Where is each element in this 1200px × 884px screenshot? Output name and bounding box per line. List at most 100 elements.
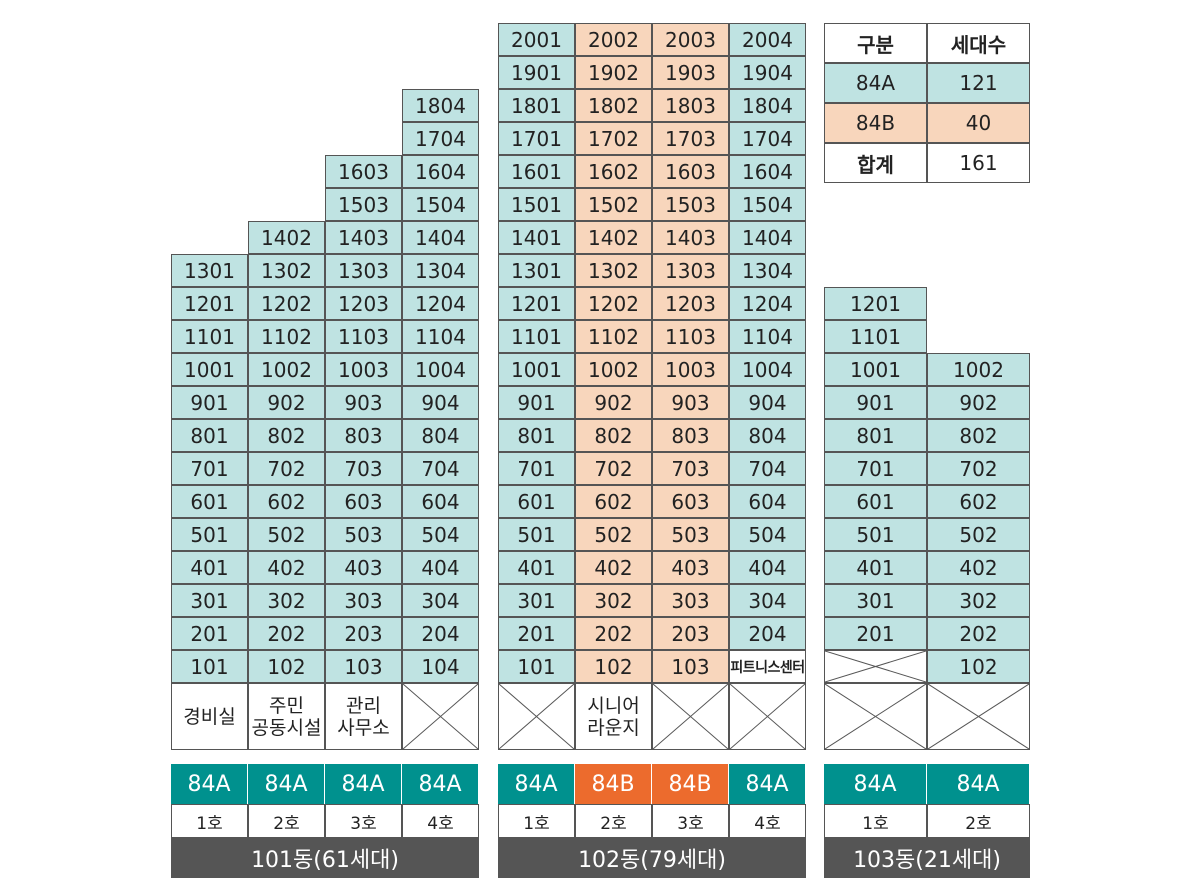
- unit-cell: 403: [652, 551, 729, 584]
- empty-facility-cell: [652, 683, 729, 750]
- unit-cell: 203: [325, 617, 402, 650]
- unit-cell: 401: [171, 551, 248, 584]
- legend-header: 세대수: [927, 23, 1030, 63]
- unit-cell: 1001: [824, 353, 927, 386]
- unit-cell: 1302: [248, 254, 325, 287]
- unit-cell: 803: [652, 419, 729, 452]
- unit-cell: 403: [325, 551, 402, 584]
- legend-type: 84B: [824, 103, 927, 143]
- unit-cell: 1504: [729, 188, 806, 221]
- facility-cell: 경비실: [171, 683, 248, 750]
- unit-cell: 702: [927, 452, 1030, 485]
- unit-cell: 402: [248, 551, 325, 584]
- unit-cell: 1002: [575, 353, 652, 386]
- unit-cell: 203: [652, 617, 729, 650]
- empty-unit-cell: [824, 650, 927, 683]
- unit-cell: 1702: [575, 122, 652, 155]
- unit-cell: 1104: [729, 320, 806, 353]
- unit-cell: 901: [171, 386, 248, 419]
- legend-count: 121: [927, 63, 1030, 103]
- unit-cell: 304: [729, 584, 806, 617]
- unit-cell: 801: [824, 419, 927, 452]
- unit-cell: 401: [498, 551, 575, 584]
- unit-cell: 201: [171, 617, 248, 650]
- unit-type-label: 84B: [652, 764, 729, 804]
- unit-cell: 1301: [498, 254, 575, 287]
- unit-cell: 103: [325, 650, 402, 683]
- unit-cell: 1003: [325, 353, 402, 386]
- unit-cell: 1903: [652, 56, 729, 89]
- unit-cell: 1203: [325, 287, 402, 320]
- unit-cell: 102: [248, 650, 325, 683]
- unit-cell: 1404: [729, 221, 806, 254]
- unit-cell: 1601: [498, 155, 575, 188]
- legend-count: 40: [927, 103, 1030, 143]
- unit-cell: 204: [729, 617, 806, 650]
- line-number-label: 1호: [824, 804, 927, 838]
- unit-cell: 902: [927, 386, 1030, 419]
- unit-cell: 1503: [652, 188, 729, 221]
- line-number-label: 2호: [927, 804, 1030, 838]
- unit-cell: 1604: [729, 155, 806, 188]
- unit-cell: 701: [171, 452, 248, 485]
- unit-cell: 1004: [402, 353, 479, 386]
- unit-type-label: 84A: [248, 764, 325, 804]
- unit-cell: 1502: [575, 188, 652, 221]
- line-number-label: 1호: [171, 804, 248, 838]
- unit-cell: 202: [927, 617, 1030, 650]
- unit-cell: 502: [575, 518, 652, 551]
- legend-count: 161: [927, 143, 1030, 183]
- unit-cell: 503: [325, 518, 402, 551]
- line-number-label: 2호: [575, 804, 652, 838]
- unit-cell: 102: [575, 650, 652, 683]
- unit-cell: 404: [729, 551, 806, 584]
- unit-cell: 303: [325, 584, 402, 617]
- unit-cell: 1101: [498, 320, 575, 353]
- building-name-bar: 103동(21세대): [824, 838, 1030, 878]
- building-name-bar: 102동(79세대): [498, 838, 806, 878]
- unit-cell: 피트니스센터: [729, 650, 806, 683]
- unit-cell: 1304: [402, 254, 479, 287]
- unit-cell: 902: [575, 386, 652, 419]
- unit-cell: 401: [824, 551, 927, 584]
- unit-cell: 1402: [248, 221, 325, 254]
- unit-cell: 1001: [498, 353, 575, 386]
- unit-cell: 1804: [729, 89, 806, 122]
- unit-type-label: 84A: [325, 764, 402, 804]
- unit-cell: 502: [927, 518, 1030, 551]
- unit-cell: 803: [325, 419, 402, 452]
- unit-type-label: 84A: [824, 764, 927, 804]
- unit-cell: 103: [652, 650, 729, 683]
- unit-cell: 304: [402, 584, 479, 617]
- unit-cell: 1204: [402, 287, 479, 320]
- unit-cell: 1101: [824, 320, 927, 353]
- unit-cell: 1201: [171, 287, 248, 320]
- unit-cell: 1503: [325, 188, 402, 221]
- unit-cell: 704: [402, 452, 479, 485]
- unit-cell: 1504: [402, 188, 479, 221]
- unit-cell: 1002: [927, 353, 1030, 386]
- unit-cell: 1403: [652, 221, 729, 254]
- unit-cell: 1101: [171, 320, 248, 353]
- unit-cell: 1001: [171, 353, 248, 386]
- unit-cell: 902: [248, 386, 325, 419]
- unit-cell: 702: [248, 452, 325, 485]
- unit-cell: 1804: [402, 89, 479, 122]
- unit-cell: 101: [171, 650, 248, 683]
- unit-cell: 201: [824, 617, 927, 650]
- unit-cell: 802: [575, 419, 652, 452]
- unit-cell: 604: [402, 485, 479, 518]
- unit-cell: 1902: [575, 56, 652, 89]
- unit-cell: 501: [498, 518, 575, 551]
- line-number-label: 2호: [248, 804, 325, 838]
- unit-cell: 1402: [575, 221, 652, 254]
- unit-cell: 1103: [325, 320, 402, 353]
- unit-cell: 204: [402, 617, 479, 650]
- unit-cell: 604: [729, 485, 806, 518]
- unit-cell: 903: [325, 386, 402, 419]
- empty-facility-cell: [824, 683, 927, 750]
- unit-cell: 1901: [498, 56, 575, 89]
- legend-type: 84A: [824, 63, 927, 103]
- unit-type-label: 84A: [729, 764, 806, 804]
- unit-cell: 601: [824, 485, 927, 518]
